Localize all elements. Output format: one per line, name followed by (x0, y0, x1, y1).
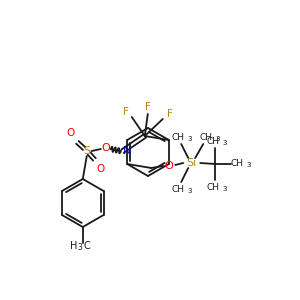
Text: 3: 3 (187, 188, 191, 194)
Text: 3: 3 (222, 140, 226, 146)
Text: 3: 3 (187, 136, 191, 142)
Text: CH: CH (200, 133, 213, 142)
Text: CH: CH (172, 184, 185, 194)
Text: 3: 3 (222, 186, 226, 192)
Text: O: O (97, 164, 105, 174)
Text: C: C (83, 241, 90, 251)
Text: 3: 3 (77, 242, 82, 251)
Text: Si: Si (186, 158, 196, 168)
Text: H: H (70, 241, 77, 251)
Text: F: F (145, 102, 151, 112)
Text: F: F (123, 107, 129, 117)
Text: CH: CH (207, 136, 220, 146)
Text: S: S (83, 146, 90, 156)
Text: 3: 3 (246, 162, 250, 168)
Text: O: O (165, 161, 174, 171)
Text: O: O (67, 128, 75, 138)
Text: CH: CH (172, 133, 185, 142)
Text: O: O (101, 143, 110, 153)
Text: 3: 3 (215, 136, 220, 142)
Text: N: N (123, 146, 131, 156)
Text: CH: CH (207, 182, 220, 191)
Text: F: F (167, 109, 173, 119)
Text: CH: CH (231, 158, 244, 167)
